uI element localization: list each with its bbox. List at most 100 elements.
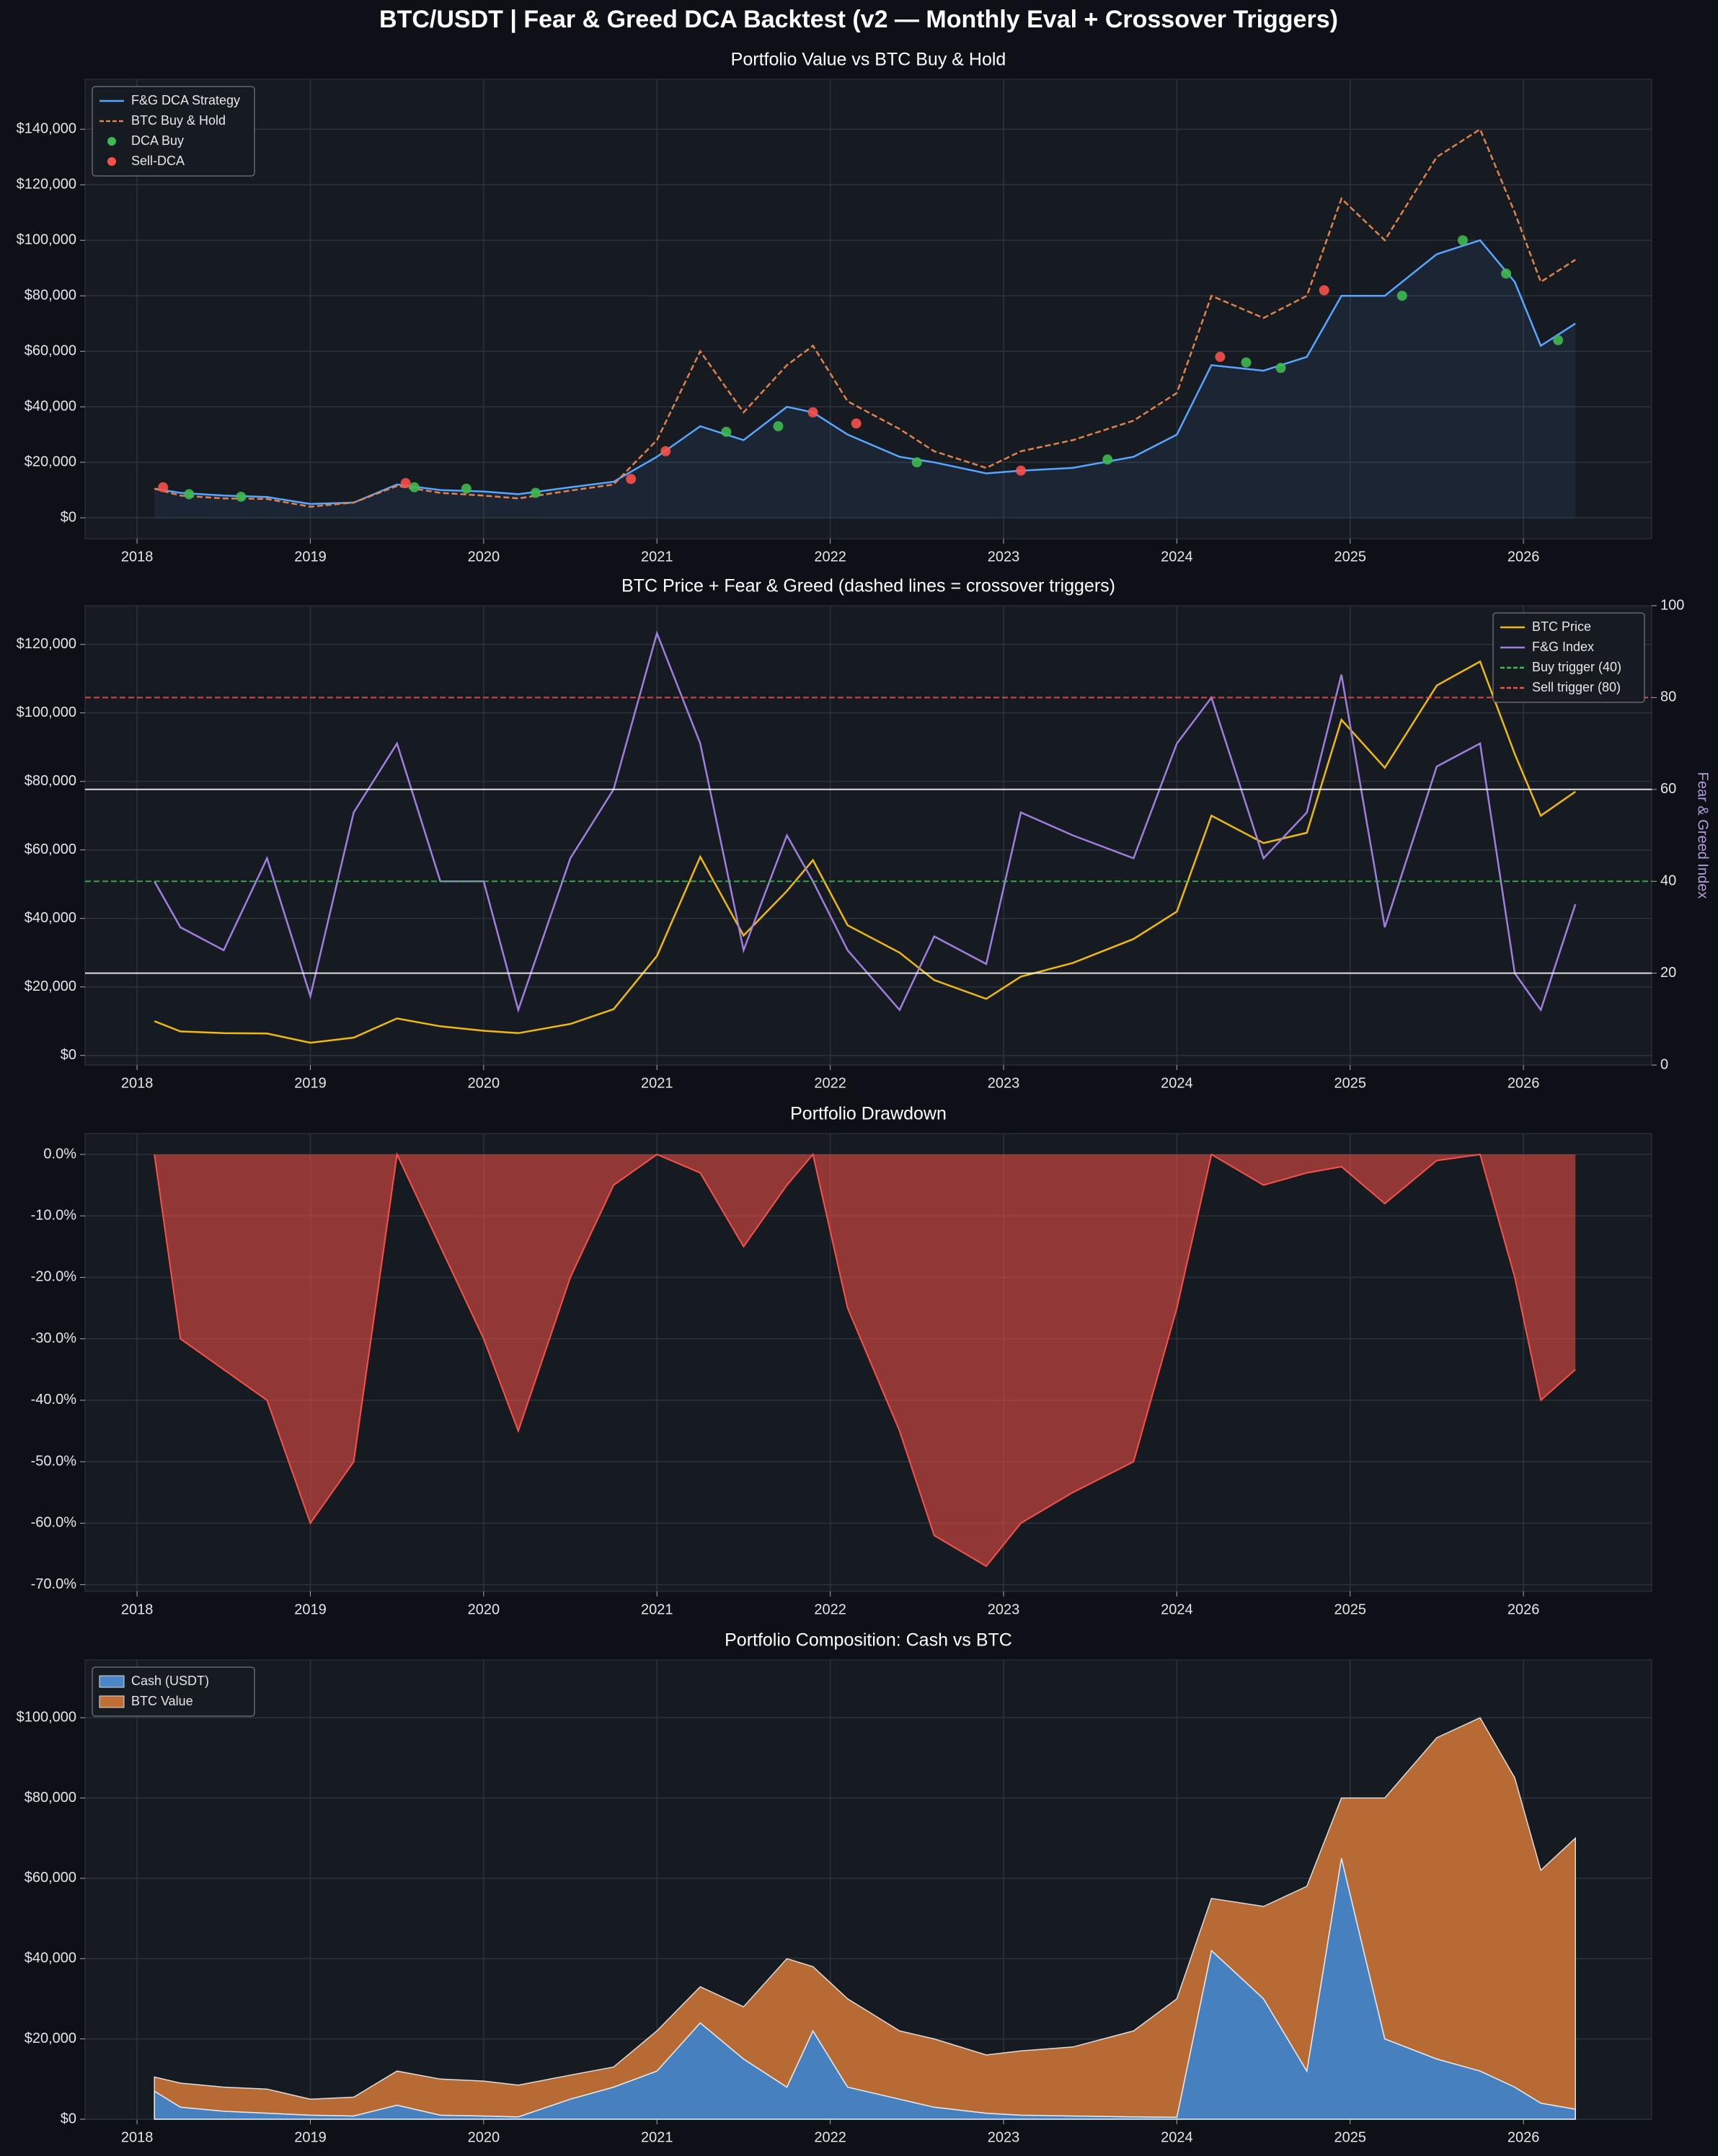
x-tick-label: 2019 [294, 1075, 327, 1091]
y2-axis-label: Fear & Greed Index [1695, 772, 1711, 899]
y-tick-label: $20,000 [25, 454, 76, 469]
x-tick-label: 2020 [468, 549, 500, 565]
scatter-point [409, 482, 420, 492]
scatter-point [1241, 357, 1252, 368]
x-tick-label: 2021 [641, 1601, 673, 1617]
x-tick-label: 2024 [1161, 2129, 1193, 2145]
plot-area [84, 605, 1652, 1066]
y2-tick-label: 40 [1660, 872, 1676, 888]
scatter-point [1016, 465, 1027, 476]
x-tick-label: 2020 [468, 2129, 500, 2145]
x-tick-label: 2018 [121, 1601, 154, 1617]
scatter-point [626, 474, 637, 485]
x-tick-label: 2022 [814, 1601, 846, 1617]
scatter-point [773, 421, 784, 432]
x-tick-label: 2024 [1161, 1075, 1193, 1091]
y2-tick-label: 20 [1660, 965, 1676, 981]
y-tick-label: $0 [61, 509, 76, 525]
x-tick-label: 2023 [988, 549, 1020, 565]
y-tick-label: $40,000 [25, 398, 76, 414]
y-tick-label: $120,000 [17, 177, 76, 193]
x-tick-label: 2026 [1507, 1075, 1540, 1091]
y-tick-label: $100,000 [17, 704, 76, 720]
y-tick-label: -30.0% [31, 1330, 77, 1346]
y-tick-label: $60,000 [25, 1870, 76, 1886]
y-tick-label: -70.0% [31, 1576, 77, 1592]
y-tick-label: -20.0% [31, 1269, 77, 1285]
legend-label: BTC Buy & Hold [131, 113, 226, 128]
chart-title: Portfolio Value vs BTC Buy & Hold [731, 50, 1006, 70]
legend-swatch [107, 137, 116, 146]
legend-swatch [107, 157, 116, 166]
x-tick-label: 2025 [1334, 2129, 1366, 2145]
x-tick-label: 2022 [814, 549, 846, 565]
scatter-point [721, 426, 732, 437]
x-tick-label: 2022 [814, 1075, 846, 1091]
area-fill [154, 240, 1576, 518]
series-line [154, 660, 1576, 1044]
scatter-point [1215, 351, 1226, 362]
legend-label: Cash (USDT) [131, 1674, 209, 1688]
y-tick-label: $0 [61, 2111, 76, 2126]
legend-swatch [99, 1695, 125, 1708]
scatter-point [400, 478, 411, 489]
legend-label: F&G Index [1532, 640, 1594, 654]
y-tick-label: $40,000 [25, 910, 76, 926]
legend-label: BTC Price [1532, 619, 1591, 634]
legend-box [92, 86, 255, 177]
x-tick-label: 2023 [988, 2129, 1020, 2145]
x-tick-label: 2022 [814, 2129, 846, 2145]
y2-tick-label: 60 [1660, 781, 1676, 797]
x-tick-label: 2019 [294, 1601, 327, 1617]
y-tick-label: $20,000 [25, 978, 76, 994]
y-tick-label: $100,000 [17, 1709, 76, 1725]
y-tick-label: $100,000 [17, 232, 76, 248]
y-tick-label: -50.0% [31, 1453, 77, 1469]
y-tick-label: -40.0% [31, 1392, 77, 1408]
y-tick-label: $0 [61, 1047, 76, 1063]
x-tick-label: 2025 [1334, 1075, 1366, 1091]
series-line [154, 630, 1577, 1013]
area-fill [154, 1154, 1576, 1567]
stacked-area [154, 1717, 1576, 2118]
x-tick-label: 2020 [468, 1075, 500, 1091]
scatter-point [1102, 454, 1113, 465]
x-tick-label: 2020 [468, 1601, 500, 1617]
y-tick-label: 0.0% [43, 1146, 76, 1162]
scatter-point [1275, 363, 1286, 374]
x-tick-label: 2018 [121, 549, 154, 565]
y2-tick-label: 0 [1660, 1056, 1668, 1072]
x-tick-label: 2023 [988, 1601, 1020, 1617]
scatter-point [911, 457, 922, 468]
legend-box [1492, 612, 1645, 703]
y-tick-label: $40,000 [25, 1950, 76, 1966]
x-tick-label: 2026 [1507, 2129, 1540, 2145]
x-tick-label: 2026 [1507, 549, 1540, 565]
scatter-point [530, 487, 541, 498]
legend-box [92, 1666, 255, 1717]
legend-label: F&G DCA Strategy [131, 93, 240, 107]
x-tick-label: 2021 [641, 1075, 673, 1091]
y-tick-label: $60,000 [25, 343, 76, 358]
y2-tick-label: 100 [1660, 597, 1684, 613]
x-tick-label: 2021 [641, 2129, 673, 2145]
x-tick-label: 2024 [1161, 1601, 1193, 1617]
x-tick-label: 2025 [1334, 1601, 1366, 1617]
page-title: BTC/USDT | Fear & Greed DCA Backtest (v2… [379, 6, 1338, 33]
y-tick-label: $80,000 [25, 1790, 76, 1806]
scatter-point [1457, 235, 1468, 246]
y2-tick-label: 80 [1660, 689, 1676, 705]
y-tick-label: $20,000 [25, 2031, 76, 2046]
chart-title: BTC Price + Fear & Greed (dashed lines =… [621, 576, 1115, 596]
legend-label: DCA Buy [131, 133, 184, 148]
x-tick-label: 2025 [1334, 549, 1366, 565]
y-tick-label: -60.0% [31, 1515, 77, 1531]
x-tick-label: 2018 [121, 1075, 154, 1091]
scatter-point [1501, 268, 1512, 279]
scatter-point [158, 482, 169, 492]
x-tick-label: 2021 [641, 549, 673, 565]
legend-label: Sell-DCA [131, 154, 185, 168]
y-tick-label: $80,000 [25, 773, 76, 789]
x-tick-label: 2026 [1507, 1601, 1540, 1617]
